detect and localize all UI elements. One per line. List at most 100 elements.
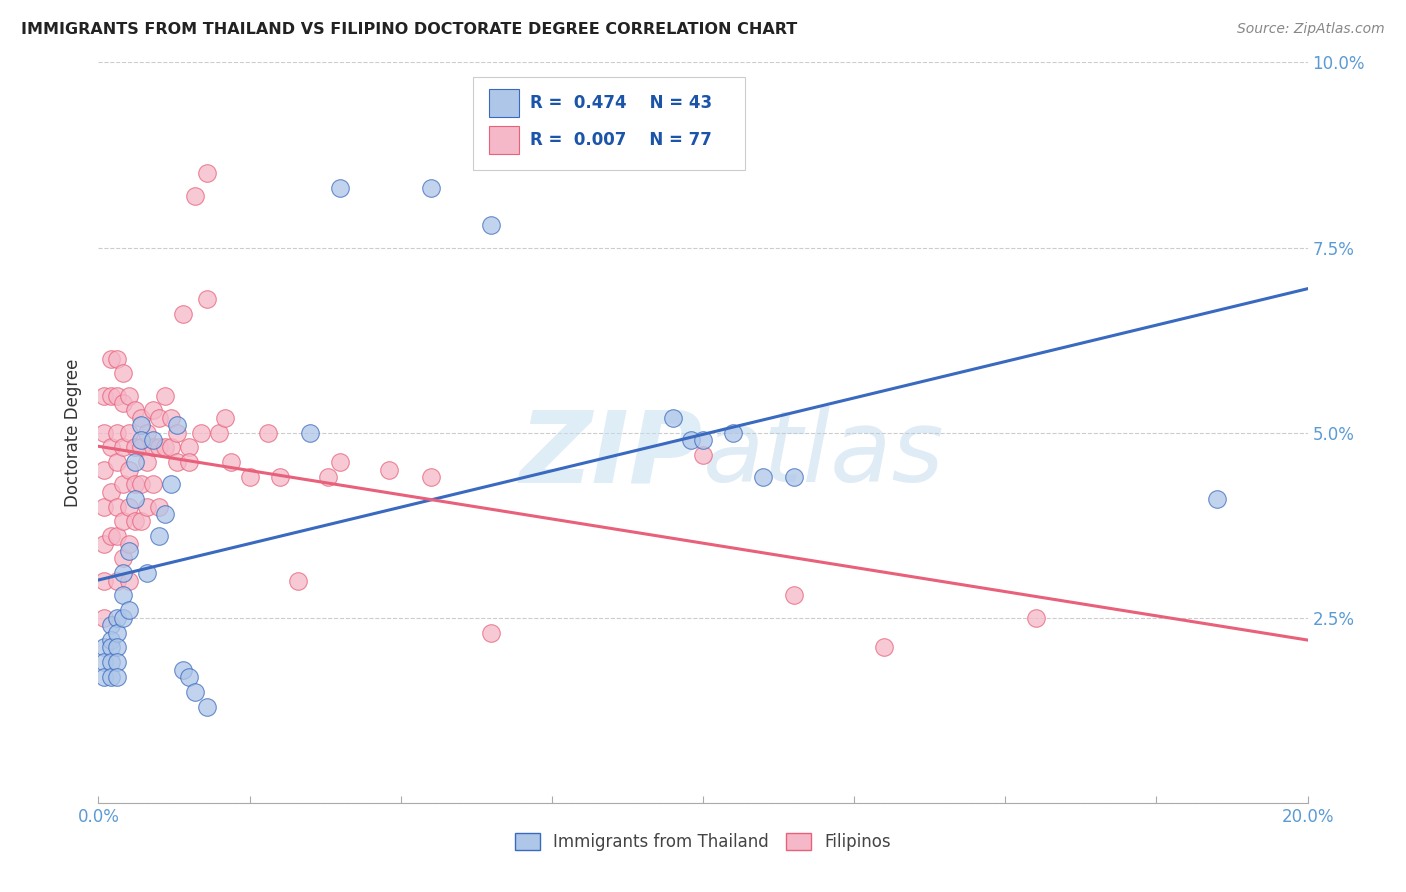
- Point: [221, 455, 243, 469]
- Point: [93, 500, 115, 514]
- Point: [148, 410, 170, 425]
- Point: [118, 603, 141, 617]
- Point: [111, 551, 134, 566]
- Point: [100, 388, 122, 402]
- Point: [679, 433, 702, 447]
- Text: R =  0.007    N = 77: R = 0.007 N = 77: [530, 131, 711, 149]
- Point: [118, 388, 141, 402]
- Point: [118, 462, 141, 476]
- Point: [124, 441, 146, 455]
- Text: atlas: atlas: [703, 407, 945, 503]
- Point: [160, 441, 183, 455]
- Point: [208, 425, 231, 440]
- Point: [111, 396, 134, 410]
- Point: [481, 219, 503, 233]
- Point: [118, 500, 141, 514]
- FancyBboxPatch shape: [489, 126, 519, 154]
- Point: [105, 610, 128, 624]
- Point: [142, 403, 165, 417]
- Point: [153, 441, 176, 455]
- Point: [118, 574, 141, 588]
- Point: [135, 455, 157, 469]
- Text: ZIP: ZIP: [520, 407, 703, 503]
- Point: [239, 470, 262, 484]
- Point: [752, 470, 775, 484]
- Point: [329, 181, 352, 195]
- FancyBboxPatch shape: [489, 89, 519, 117]
- Point: [172, 663, 194, 677]
- Point: [105, 670, 128, 684]
- Point: [179, 670, 201, 684]
- Point: [129, 515, 152, 529]
- Point: [93, 655, 115, 669]
- Point: [269, 470, 291, 484]
- FancyBboxPatch shape: [474, 78, 745, 169]
- Point: [105, 640, 128, 655]
- Point: [195, 166, 218, 180]
- Point: [93, 574, 115, 588]
- Point: [124, 492, 146, 507]
- Point: [195, 699, 218, 714]
- Point: [105, 500, 128, 514]
- Point: [111, 610, 134, 624]
- Point: [105, 388, 128, 402]
- Point: [111, 515, 134, 529]
- Point: [135, 566, 157, 581]
- Point: [100, 441, 122, 455]
- Point: [481, 625, 503, 640]
- Point: [329, 455, 352, 469]
- Point: [172, 307, 194, 321]
- Point: [190, 425, 212, 440]
- Point: [692, 433, 714, 447]
- Point: [111, 566, 134, 581]
- Point: [184, 685, 207, 699]
- Point: [124, 403, 146, 417]
- Point: [783, 470, 806, 484]
- Point: [723, 425, 745, 440]
- Point: [692, 448, 714, 462]
- Point: [179, 455, 201, 469]
- Point: [420, 470, 443, 484]
- Point: [111, 441, 134, 455]
- Point: [105, 529, 128, 543]
- Point: [142, 477, 165, 491]
- Point: [129, 477, 152, 491]
- Text: Source: ZipAtlas.com: Source: ZipAtlas.com: [1237, 22, 1385, 37]
- Point: [316, 470, 339, 484]
- Legend: Immigrants from Thailand, Filipinos: Immigrants from Thailand, Filipinos: [509, 826, 897, 857]
- Point: [214, 410, 236, 425]
- Point: [100, 632, 122, 647]
- Point: [105, 455, 128, 469]
- Point: [100, 351, 122, 366]
- Point: [287, 574, 309, 588]
- Point: [105, 425, 128, 440]
- Point: [111, 589, 134, 603]
- Point: [129, 418, 152, 433]
- Point: [118, 536, 141, 550]
- Point: [118, 544, 141, 558]
- Point: [160, 410, 183, 425]
- Point: [129, 441, 152, 455]
- Point: [166, 455, 188, 469]
- Point: [100, 655, 122, 669]
- Point: [105, 574, 128, 588]
- Point: [184, 188, 207, 202]
- Point: [661, 410, 683, 425]
- Point: [166, 425, 188, 440]
- Point: [142, 433, 165, 447]
- Point: [129, 433, 152, 447]
- Point: [111, 477, 134, 491]
- Point: [105, 655, 128, 669]
- Point: [93, 462, 115, 476]
- Point: [105, 351, 128, 366]
- Point: [93, 425, 115, 440]
- Text: R =  0.474    N = 43: R = 0.474 N = 43: [530, 95, 713, 112]
- Point: [93, 536, 115, 550]
- Point: [93, 610, 115, 624]
- Y-axis label: Doctorate Degree: Doctorate Degree: [65, 359, 83, 507]
- Point: [93, 388, 115, 402]
- Point: [135, 500, 157, 514]
- Point: [1206, 492, 1229, 507]
- Point: [195, 293, 218, 307]
- Point: [100, 640, 122, 655]
